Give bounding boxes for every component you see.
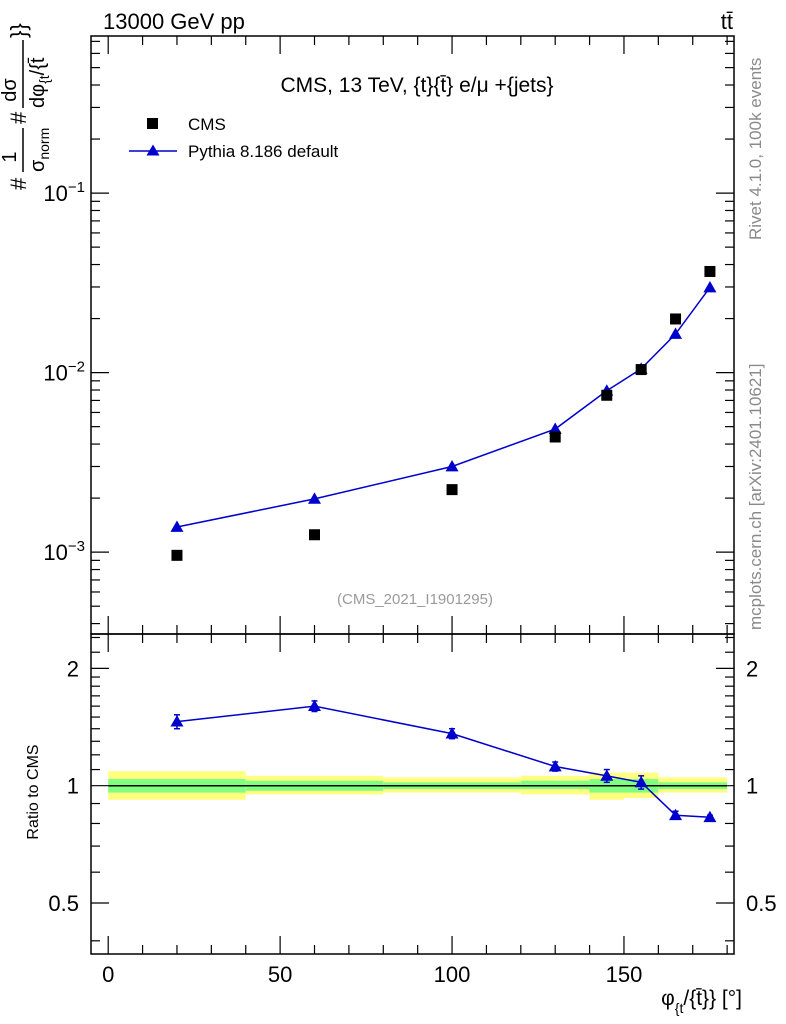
xtick-label-150: 150 <box>606 962 643 987</box>
rivet-note: Rivet 4.1.0, 100k events <box>746 58 765 240</box>
svg-text:σnorm: σnorm <box>27 128 52 172</box>
legend-label-cms: CMS <box>188 115 226 134</box>
ratio-ytick-label-0.5: 0.5 <box>48 891 79 916</box>
legend-label-pythia: Pythia 8.186 default <box>188 142 339 161</box>
cms-data-point <box>171 549 183 561</box>
xtick-label-0: 0 <box>102 962 114 987</box>
pythia-point <box>308 492 322 504</box>
legend-marker-pythia <box>146 144 160 156</box>
cms-data-point <box>704 265 716 277</box>
main-ytick-label-1: 10−1 <box>43 179 85 206</box>
legend: CMS Pythia 8.186 default <box>129 115 339 161</box>
pythia-point <box>703 280 717 293</box>
svg-text:dσ: dσ <box>0 78 21 102</box>
x-axis-title: φ{t/{t̄}} [°] <box>661 987 742 1016</box>
ratio-pythia-point <box>600 769 614 781</box>
main-axis-ticks <box>91 36 734 634</box>
svg-text:#: # <box>6 177 31 190</box>
ratio-pythia-point <box>703 810 717 823</box>
ratio-series-marks <box>170 699 717 823</box>
ratio-ytick-label-2: 2 <box>67 656 79 681</box>
ratio-pythia-point <box>445 727 459 739</box>
ratio-pythia-point <box>634 775 648 788</box>
ratio-ytick-label-right-1: 1 <box>746 774 758 799</box>
main-ylabel: # 1 σnorm # dσ dφ{t/{t̄ }} <box>0 23 52 190</box>
process-label: tt̄ <box>721 9 733 34</box>
ratio-pythia-point <box>669 808 683 821</box>
ratio-ytick-label-1: 1 <box>67 774 79 799</box>
xtick-label-50: 50 <box>268 962 292 987</box>
chart-title: CMS, 13 TeV, {t}{t̄} e/μ +{jets} <box>280 74 553 97</box>
cms-data-point <box>549 431 561 443</box>
ratio-band-inner <box>520 780 590 790</box>
analysis-watermark: (CMS_2021_I1901295) <box>337 591 493 608</box>
ratio-ytick-label-right-2: 2 <box>746 656 758 681</box>
main-series-marks <box>170 265 717 561</box>
ratio-pythia-point <box>170 715 184 727</box>
ratio-ylabel: Ratio to CMS <box>25 744 42 839</box>
ratio-panel-frame <box>90 633 735 955</box>
mcplots-note: mcplots.cern.ch [arXiv:2401.10621] <box>746 364 765 630</box>
pythia-point <box>170 520 184 532</box>
xtick-label-100: 100 <box>434 962 471 987</box>
pythia-point <box>669 327 683 339</box>
cms-data-point <box>670 313 682 325</box>
cms-data-point <box>309 529 321 541</box>
ratio-pythia-point <box>308 699 322 712</box>
ratio-pythia-point <box>548 760 562 772</box>
ratio-pythia-line <box>176 705 710 818</box>
svg-text:dφ{t/{t̄: dφ{t/{t̄ <box>27 57 52 108</box>
cms-data-point <box>446 484 458 496</box>
svg-text:1: 1 <box>0 151 21 162</box>
cms-data-point <box>601 389 613 401</box>
svg-text:}}: }} <box>6 23 31 38</box>
main-ytick-label-2: 10−2 <box>43 359 85 386</box>
ratio-ytick-label-right-0.5: 0.5 <box>746 891 777 916</box>
pythia-point <box>548 422 562 434</box>
legend-marker-cms <box>147 118 158 129</box>
collision-label: 13000 GeV pp <box>103 9 245 34</box>
main-ytick-label-3: 10−3 <box>43 538 85 565</box>
pythia-series-line <box>176 287 711 528</box>
svg-text:#: # <box>6 111 31 124</box>
cms-data-point <box>635 364 647 376</box>
pythia-point <box>445 459 459 472</box>
